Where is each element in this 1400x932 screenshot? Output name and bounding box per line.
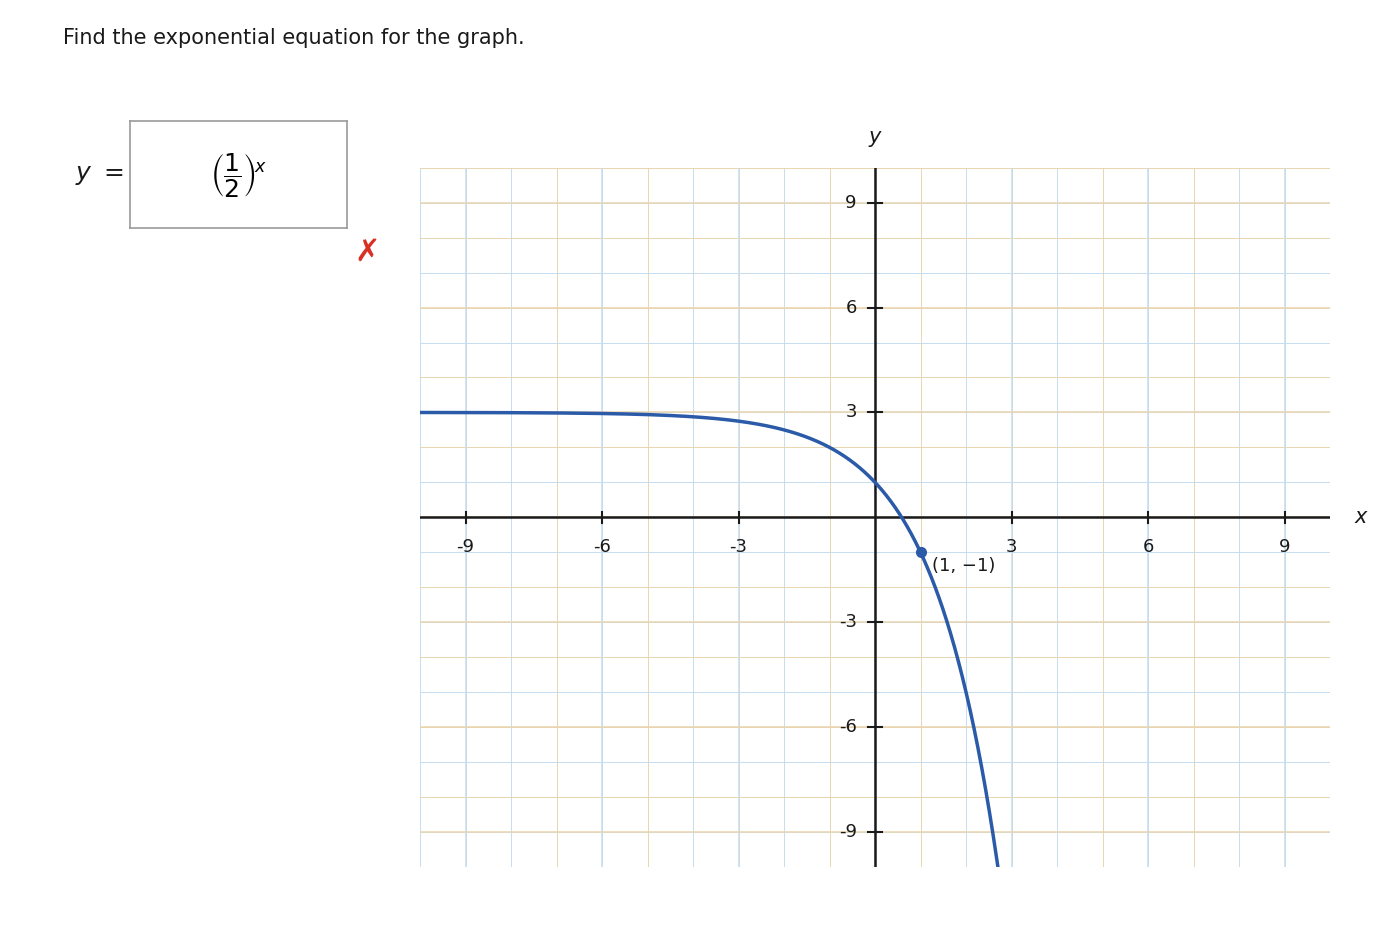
Text: Find the exponential equation for the graph.: Find the exponential equation for the gr…: [63, 28, 525, 48]
Text: -6: -6: [839, 718, 857, 736]
Text: -3: -3: [839, 613, 857, 631]
Text: x: x: [1355, 507, 1368, 528]
Text: 3: 3: [846, 404, 857, 421]
Text: 3: 3: [1005, 539, 1018, 556]
Text: y: y: [869, 127, 881, 146]
Text: 9: 9: [1278, 539, 1291, 556]
Text: 6: 6: [1142, 539, 1154, 556]
Text: 6: 6: [846, 298, 857, 317]
Text: (1, −1): (1, −1): [932, 557, 995, 575]
Text: 9: 9: [846, 194, 857, 212]
Text: -9: -9: [839, 823, 857, 841]
Text: ✗: ✗: [354, 238, 379, 267]
Text: -3: -3: [729, 539, 748, 556]
Text: -9: -9: [456, 539, 475, 556]
Text: $y\ =$: $y\ =$: [74, 163, 123, 186]
Text: -6: -6: [594, 539, 610, 556]
Text: $\left(\dfrac{1}{2}\right)^{\!x}$: $\left(\dfrac{1}{2}\right)^{\!x}$: [210, 151, 267, 199]
